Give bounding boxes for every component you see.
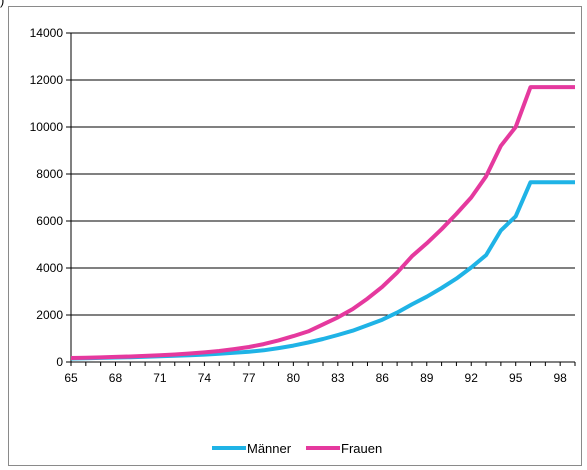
y-tick-label: 2000 — [36, 308, 63, 322]
corner-text: ) — [0, 0, 5, 8]
legend-label: Männer — [247, 441, 292, 456]
legend-label: Frauen — [341, 441, 382, 456]
axis-layer: 0 2000 4000 6000 8000 10000 12000 14000 65 68 71 74… — [30, 26, 576, 385]
series-layer — [70, 85, 575, 361]
series-line-frauen — [70, 85, 575, 360]
x-tick-label: 80 — [287, 371, 301, 385]
x-tick-label: 89 — [420, 371, 434, 385]
chart-frame — [8, 6, 582, 466]
grid-layer — [71, 32, 575, 316]
y-tick-label: 14000 — [30, 26, 64, 40]
x-tick-label: 98 — [553, 371, 567, 385]
x-tick-label: 77 — [242, 371, 256, 385]
x-tick-label: 71 — [153, 371, 167, 385]
y-tick-label: 8000 — [36, 167, 63, 181]
x-tick-label: 86 — [376, 371, 390, 385]
x-tick-label: 74 — [198, 371, 212, 385]
x-tick-label: 83 — [331, 371, 345, 385]
legend: Männer Frauen — [212, 441, 382, 456]
y-tick-label: 4000 — [36, 261, 63, 275]
x-tick-label: 65 — [64, 371, 78, 385]
x-tick-label: 95 — [509, 371, 523, 385]
x-tick-label: 68 — [109, 371, 123, 385]
y-tick-label: 6000 — [36, 214, 63, 228]
y-tick-label: 12000 — [30, 73, 64, 87]
y-tick-label: 10000 — [30, 120, 64, 134]
x-tick-label: 92 — [465, 371, 479, 385]
y-tick-label: 0 — [56, 355, 63, 369]
series-line-maenner — [70, 180, 575, 361]
